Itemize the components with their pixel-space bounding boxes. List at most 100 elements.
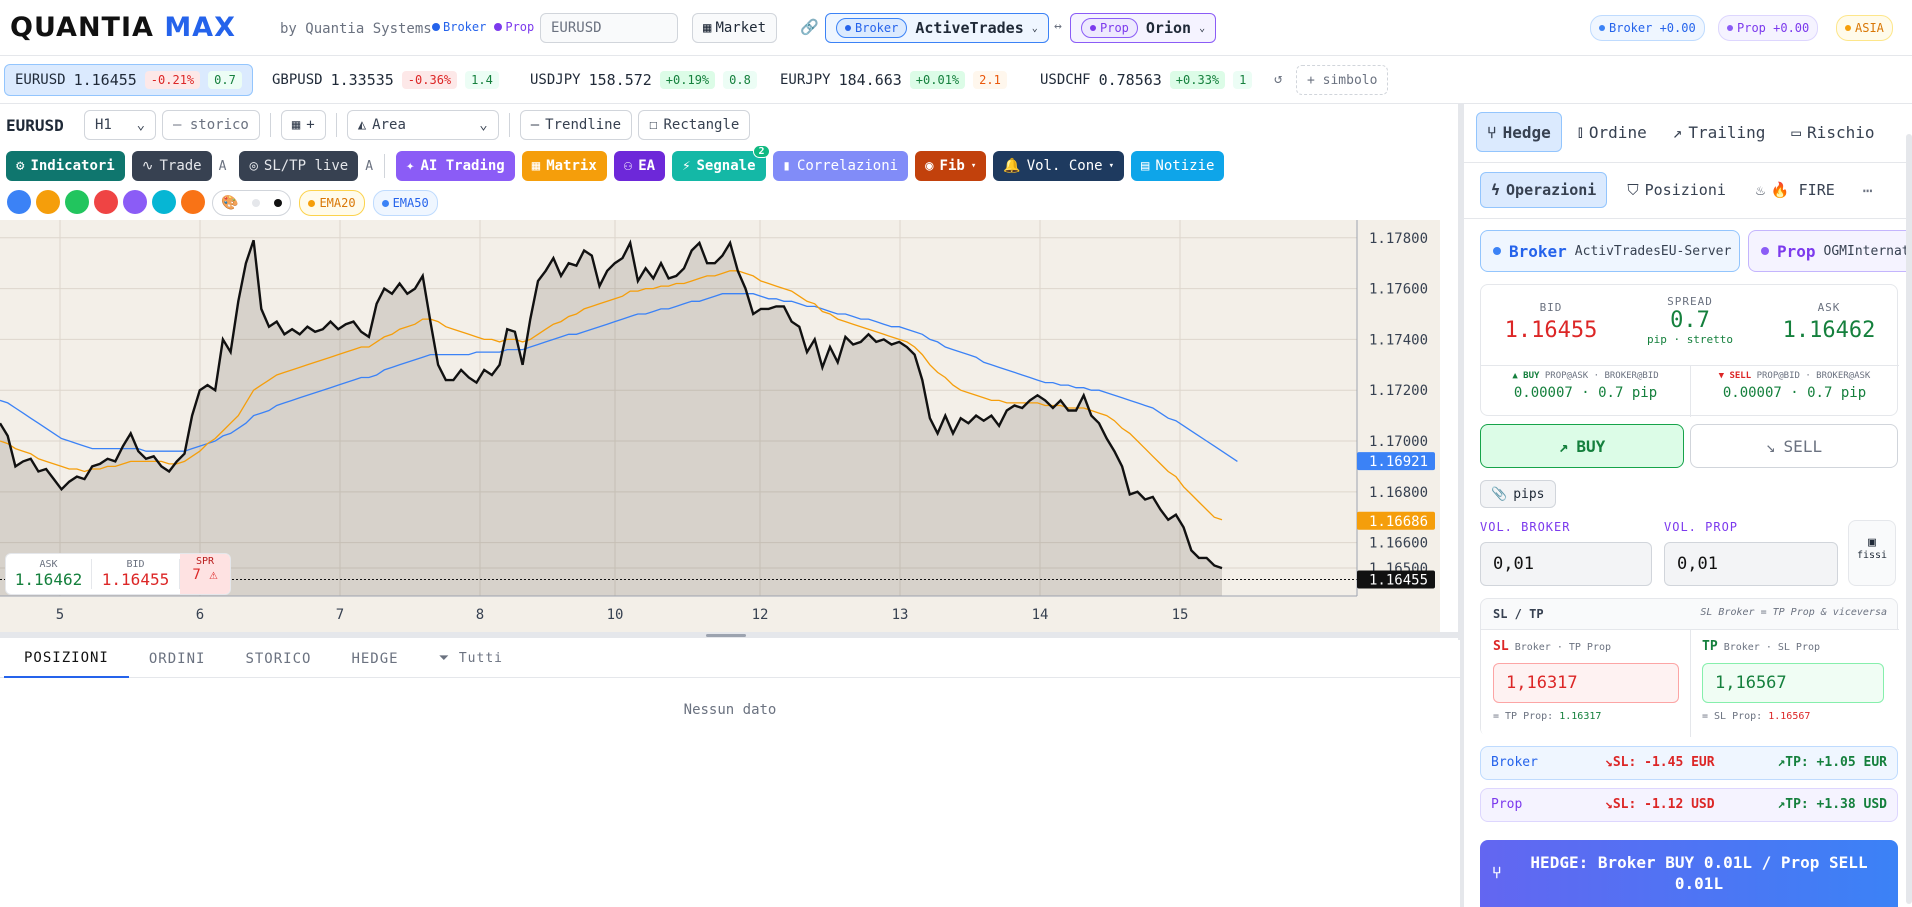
prop-server-card[interactable]: Prop OGMInternat — [1748, 230, 1912, 272]
ema20-line — [0, 270, 1223, 521]
robot-icon: ⚇ — [623, 158, 633, 174]
newspaper-icon: ▤ — [1140, 158, 1150, 174]
square-icon: ☐ — [649, 117, 658, 133]
subtab-operazioni[interactable]: ϟ Operazioni — [1480, 172, 1608, 208]
x-tick-label: 10 — [607, 607, 624, 623]
ticker-usdchf[interactable]: USDCHF 0.78563 +0.33% 1 — [1030, 64, 1262, 96]
trade-auto-label[interactable]: A — [218, 158, 227, 174]
color-swatch-1[interactable] — [7, 190, 31, 214]
vol-cone-button[interactable]: 🔔 Vol. Cone ▾ — [993, 151, 1124, 181]
tab-trailing[interactable]: ↗ Trailing — [1672, 122, 1766, 142]
market-button[interactable]: ▦ Market — [692, 13, 778, 43]
y-tick-label: 1.17200 — [1369, 383, 1428, 399]
ticker-symbol: GBPUSD — [272, 72, 323, 88]
bottom-tab-hedge[interactable]: HEDGE — [351, 650, 399, 667]
fixed-volume-toggle[interactable]: ▣ fissi — [1848, 520, 1896, 586]
ema50-chip[interactable]: EMA50 — [372, 190, 438, 216]
signal-button[interactable]: ⚡ Segnale 2 — [672, 145, 770, 181]
color-swatch-7[interactable] — [181, 190, 205, 214]
panel-divider[interactable] — [1458, 104, 1462, 907]
tab-rischio[interactable]: ▭ Rischio — [1791, 122, 1875, 142]
more-icon[interactable]: ⋯ — [1862, 180, 1873, 200]
news-button[interactable]: ▤ Notizie — [1130, 151, 1225, 181]
ticker-eurusd[interactable]: EURUSD 1.16455 -0.21% 0.7 — [4, 64, 253, 96]
sltp-live-toggle[interactable]: ◎ SL/TP live — [239, 151, 359, 181]
pips-toggle[interactable]: 📎 pips — [1480, 480, 1556, 508]
indicators-button[interactable]: ⚙ Indicatori — [6, 151, 125, 181]
ticker-price: 184.663 — [838, 71, 902, 89]
link-icon[interactable]: 🔗 — [800, 18, 819, 36]
color-palette-toggle[interactable]: 🎨 — [212, 190, 292, 216]
buy-button[interactable]: ↗ BUY — [1480, 424, 1684, 468]
broker-server-card[interactable]: Broker ActivTradesEU-Server — [1480, 230, 1740, 272]
color-swatch-5[interactable] — [123, 190, 147, 214]
top-header: QUANTIA MAX by Quantia Systems Broker Pr… — [0, 0, 1912, 56]
caret-down-icon: ▾ — [970, 161, 977, 171]
hedge-execute-button[interactable]: ⑂ HEDGE: Broker BUY 0.01L / Prop SELL 0.… — [1480, 840, 1898, 907]
signal-count-badge: 2 — [753, 145, 770, 158]
subtab-posizioni[interactable]: ⛉ Posizioni — [1627, 181, 1726, 199]
fib-button[interactable]: ◉ Fib ▾ — [915, 151, 987, 181]
refresh-icon[interactable]: ↺ — [1274, 71, 1283, 87]
ai-trading-button[interactable]: ✦ AI Trading — [396, 151, 515, 181]
ticker-eurjpy[interactable]: EURJPY 184.663 +0.01% 2.1 — [770, 64, 1017, 96]
symbol-search-input[interactable]: EURUSD — [540, 13, 678, 43]
sl-input[interactable]: 1,16317 — [1493, 663, 1679, 703]
color-swatch-2[interactable] — [36, 190, 60, 214]
chart-symbol: EURUSD — [6, 115, 64, 135]
swap-icon[interactable]: ↔ — [1054, 19, 1062, 34]
panel-scrollbar[interactable] — [1906, 134, 1912, 904]
tab-hedge[interactable]: ⑂ Hedge — [1476, 112, 1562, 152]
chart-type-select[interactable]: ◭ Area ⌄ — [346, 110, 499, 140]
chart-canvas[interactable]: 1.17800 1.17600 1.17400 1.17200 1.17000 1.168… — [0, 220, 1440, 632]
bottom-tab-storico[interactable]: STORICO — [245, 650, 312, 667]
resize-divider[interactable] — [0, 632, 1460, 638]
ticker-change: +0.33% — [1169, 71, 1226, 89]
subtab-fire[interactable]: ♨ 🔥 FIRE — [1755, 181, 1835, 199]
price-chart[interactable]: 1.17800 1.17600 1.17400 1.17200 1.17000 1.168… — [0, 220, 1440, 632]
prop-select[interactable]: Prop Orion ⌄ — [1070, 13, 1217, 43]
color-swatch-3[interactable] — [65, 190, 89, 214]
tab-ordine[interactable]: ⫾ Ordine — [1577, 122, 1647, 142]
add-symbol-button[interactable]: + simbolo — [1296, 65, 1389, 95]
trendline-tool-button[interactable]: — Trendline — [519, 110, 633, 140]
rectangle-tool-button[interactable]: ☐ Rectangle — [638, 110, 751, 140]
bottom-tab-posizioni[interactable]: POSIZIONI — [4, 640, 129, 678]
timeframe-select[interactable]: H1 ⌄ — [84, 110, 156, 140]
color-swatch-6[interactable] — [152, 190, 176, 214]
sltp-auto-label[interactable]: A — [365, 158, 374, 174]
target-icon: ◎ — [249, 158, 258, 174]
ticker-usdjpy[interactable]: USDJPY 158.572 +0.19% 0.8 — [520, 64, 767, 96]
bottom-tab-ordini[interactable]: ORDINI — [148, 650, 206, 667]
trade-toggle[interactable]: ∿ Trade — [131, 151, 212, 181]
chevron-down-icon: ⌄ — [136, 117, 145, 133]
trend-down-icon: ↘ — [1605, 755, 1613, 770]
ema50-price-tag: 1.16921 — [1369, 454, 1428, 470]
gear-icon: ⚙ — [16, 158, 25, 174]
sell-button[interactable]: ↘ SELL — [1690, 424, 1898, 468]
palette-icon: 🎨 — [221, 195, 239, 211]
history-button[interactable]: — storico — [162, 110, 260, 140]
correlations-button[interactable]: ▮ Correlazioni — [772, 151, 909, 181]
prop-volume-input[interactable]: 0,01 — [1664, 542, 1838, 586]
paperclip-icon: 📎 — [1491, 486, 1508, 502]
buy-spread-value: 0.00007 · 0.7 pip — [1513, 385, 1658, 401]
filter-button[interactable]: ⏷ Tutti — [438, 651, 503, 666]
ema20-chip[interactable]: EMA20 — [299, 190, 365, 216]
tp-input[interactable]: 1,16567 — [1702, 663, 1884, 703]
x-tick-label: 6 — [196, 607, 204, 623]
y-tick-label: 1.17800 — [1369, 231, 1428, 247]
ticker-bar: EURUSD 1.16455 -0.21% 0.7 GBPUSD 1.33535 … — [0, 56, 1912, 104]
broker-select[interactable]: Broker ActiveTrades ⌄ — [825, 13, 1049, 43]
matrix-button[interactable]: ▦ Matrix — [521, 151, 607, 181]
ea-button[interactable]: ⚇ EA — [613, 151, 666, 181]
ema20-price-tag: 1.16686 — [1369, 514, 1428, 530]
last-price-tag: 1.16455 — [1369, 572, 1428, 588]
color-swatch-4[interactable] — [94, 190, 118, 214]
ticker-symbol: EURUSD — [15, 72, 66, 88]
ticker-gbpusd[interactable]: GBPUSD 1.33535 -0.36% 1.4 — [262, 64, 509, 96]
layout-grid-button[interactable]: ▦ + — [280, 110, 326, 140]
broker-volume-input[interactable]: 0,01 — [1480, 542, 1652, 586]
prop-tag: Prop — [1081, 18, 1138, 38]
y-tick-label: 1.17000 — [1369, 434, 1428, 450]
